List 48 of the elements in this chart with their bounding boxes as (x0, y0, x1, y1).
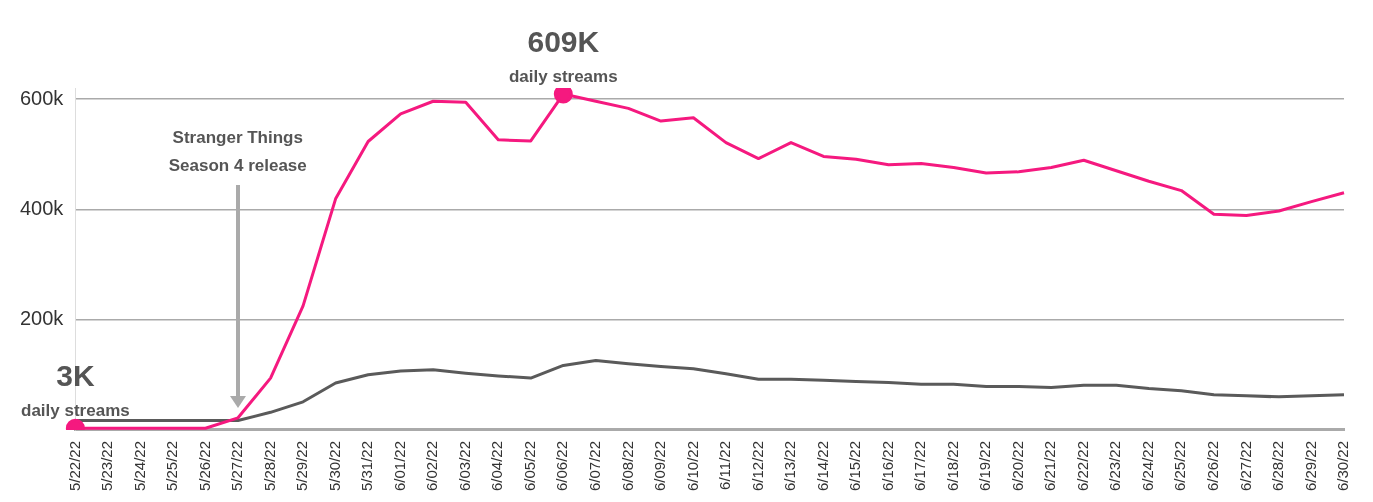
x-tick-label: 6/14/22 (813, 440, 831, 491)
y-tick-label: 600k (19, 86, 65, 109)
x-tick-label: 5/31/22 (358, 440, 376, 491)
x-tick-label: 6/08/22 (618, 440, 636, 491)
x-tick-label: 6/19/22 (976, 440, 994, 491)
x-tick-label: 6/25/22 (1171, 440, 1189, 491)
x-tick-label: 5/29/22 (293, 440, 311, 491)
x-tick-label: 5/28/22 (260, 440, 278, 491)
y-tick-label: 400k (19, 196, 65, 219)
x-tick-label: 6/17/22 (911, 440, 929, 491)
x-tick-label: 5/23/22 (98, 440, 116, 491)
y-tick-label: 200k (19, 307, 65, 330)
x-tick-label: 6/04/22 (488, 440, 506, 491)
x-tick-label: 6/18/22 (943, 440, 961, 491)
x-tick-label: 6/01/22 (390, 440, 408, 491)
annotation: 609K (527, 25, 600, 59)
x-tick-label: 6/15/22 (846, 440, 864, 491)
x-tick-label: 6/16/22 (878, 440, 896, 491)
x-tick-label: 5/25/22 (163, 440, 181, 491)
x-tick-label: 6/30/22 (1334, 440, 1352, 491)
x-tick-label: 6/11/22 (716, 440, 734, 490)
x-tick-label: 6/03/22 (455, 440, 473, 491)
x-tick-label: 6/07/22 (585, 440, 603, 491)
x-tick-label: 6/20/22 (1008, 440, 1026, 491)
x-tick-label: 5/24/22 (130, 440, 148, 491)
x-tick-label: 6/28/22 (1269, 440, 1287, 491)
annotation: daily streams (21, 401, 130, 421)
x-tick-label: 6/05/22 (520, 440, 538, 491)
x-tick-label: 6/29/22 (1301, 440, 1319, 491)
x-tick-label: 6/12/22 (748, 440, 766, 491)
x-tick-label: 6/10/22 (683, 440, 701, 491)
x-tick-label: 6/02/22 (423, 440, 441, 491)
x-tick-label: 6/26/22 (1204, 440, 1222, 491)
x-tick-label: 6/27/22 (1236, 440, 1254, 491)
x-tick-label: 6/09/22 (651, 440, 669, 491)
x-tick-label: 5/27/22 (228, 440, 246, 491)
x-tick-label: 5/22/22 (65, 440, 83, 491)
x-tick-label: 6/22/22 (1073, 440, 1091, 491)
x-tick-label: 6/06/22 (553, 440, 571, 491)
annotation: Stranger Things Season 4 release (168, 128, 307, 175)
x-tick-label: 6/13/22 (781, 440, 799, 491)
x-tick-label: 5/30/22 (325, 440, 343, 491)
annotation: 3K (56, 359, 95, 393)
x-tick-label: 6/23/22 (1106, 440, 1124, 491)
x-tick-label: 5/26/22 (195, 440, 213, 491)
annotation: daily streams (508, 67, 618, 87)
x-tick-label: 6/24/22 (1138, 440, 1156, 491)
x-tick-label: 6/21/22 (1041, 440, 1059, 491)
